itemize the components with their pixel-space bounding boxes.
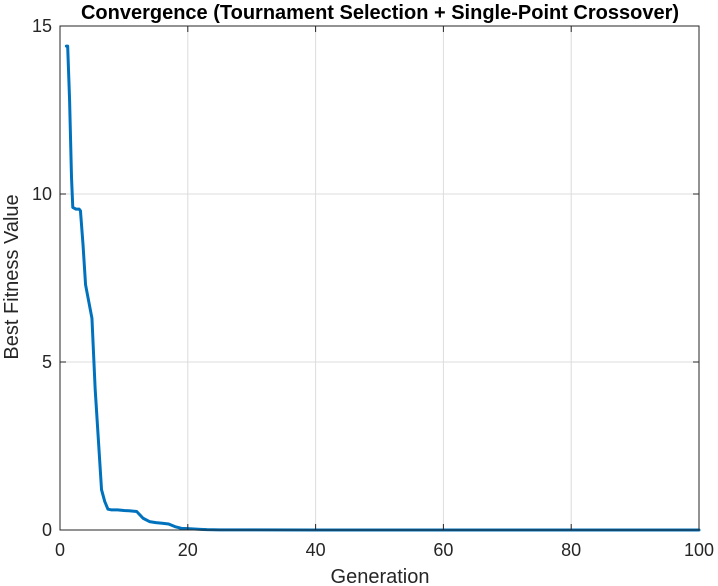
axes-layer [59,25,700,531]
axes-box [59,25,700,531]
y-tick-label: 10 [32,184,52,204]
x-tick-label: 0 [55,540,65,560]
x-tick-label: 100 [684,540,714,560]
series-line [64,44,701,532]
grid-layer [60,26,699,530]
x-tick-label: 40 [306,540,326,560]
x-tick-label: 20 [178,540,198,560]
x-tick-label: 80 [561,540,581,560]
x-tick-label: 60 [433,540,453,560]
series-layer [64,44,701,532]
ticks-layer: 0 20 40 60 80 100 0 5 10 15 [32,16,714,560]
y-tick-label: 5 [42,352,52,372]
chart-title: Convergence (Tournament Selection + Sing… [81,2,679,24]
y-tick-label: 15 [32,16,52,36]
y-axis-label: Best Fitness Value [1,194,23,359]
x-axis-label: Generation [331,566,430,586]
y-tick-label: 0 [42,520,52,540]
